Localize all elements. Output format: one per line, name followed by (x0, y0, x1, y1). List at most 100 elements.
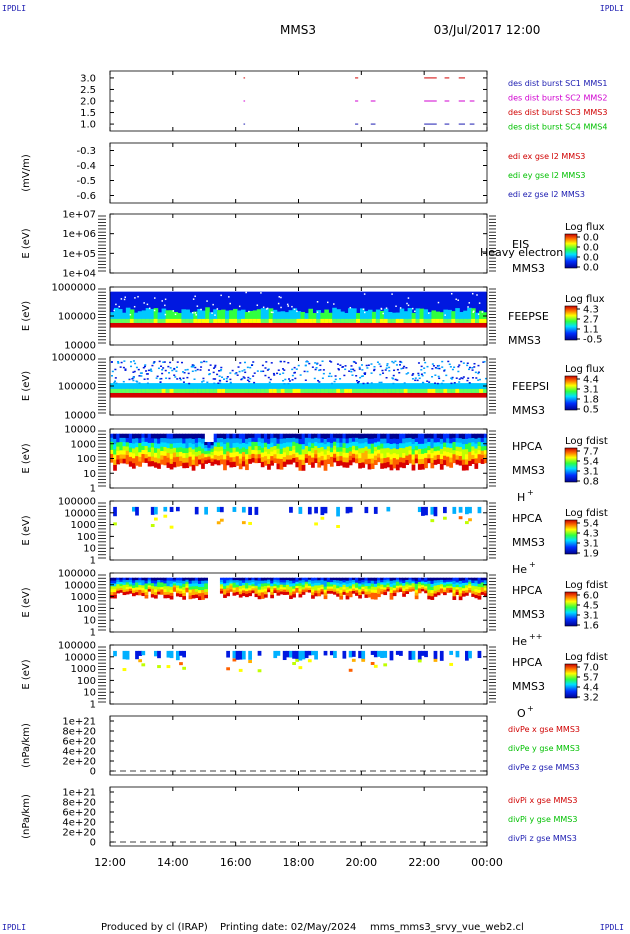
hpca_h-cell (329, 433, 334, 439)
hpca_hepp-cell (339, 595, 344, 600)
hpca_hepp-cell (417, 590, 422, 594)
feepsi-speck (437, 364, 440, 367)
hpca_h-cell (285, 446, 290, 452)
hpca_h-cell (204, 448, 208, 452)
feepsi-speck (168, 377, 171, 380)
hpca_o-cell (361, 650, 366, 661)
hpca_o-cell (166, 665, 171, 669)
feepsi-speck (405, 373, 408, 375)
hpca_o-cell (248, 660, 252, 664)
hpca_h-cell (175, 438, 180, 444)
hpca_h-cell (298, 438, 303, 445)
hpca_h-cell (194, 451, 199, 458)
hpca_h-cell (345, 433, 350, 440)
hpca_he-cell (430, 506, 435, 515)
hpca_hepp-cell (424, 577, 428, 581)
feepse-mid-cell (360, 308, 365, 322)
hpca_hepp-cell (307, 589, 312, 593)
feepse-speck (468, 302, 471, 304)
hpca_hepp-cell (348, 591, 353, 595)
hpca_h-cell (461, 433, 466, 440)
hpca_h-cell (276, 453, 281, 460)
hpca_h-cell (276, 433, 281, 440)
hpca_he-cell (348, 506, 353, 513)
hpca_hepp-cell (235, 577, 240, 581)
hpca_o-cell (348, 650, 353, 658)
hpca_hepp-cell (471, 580, 476, 584)
feepsi-upper-band-cell (153, 388, 159, 393)
hpca_h-cell (191, 438, 196, 445)
hpca_h-cell (386, 462, 391, 468)
hpca_hepp-cell (285, 582, 290, 586)
hpca_hepp-cell (474, 589, 479, 593)
hpca_hepp-cell (197, 583, 202, 588)
feepsi-speck (402, 367, 405, 369)
hpca_hepp-cell (389, 577, 394, 582)
feepse-mid-cell (161, 308, 167, 322)
hpca_o-cell (298, 666, 303, 670)
feepsi-speck (193, 378, 196, 380)
hpca_h-cell (191, 449, 196, 456)
xtick-label: 18:00 (283, 856, 315, 869)
feepsi-speck (279, 360, 282, 363)
hpca_hepp-cell (232, 590, 237, 594)
feepsi-speck (424, 361, 427, 364)
hpca_h-cell (465, 454, 469, 461)
ytick-label: -0.6 (76, 191, 96, 202)
hpca_hepp-cell (458, 593, 463, 598)
hpca_hepp-cell (468, 577, 472, 581)
hpca_o-data (113, 650, 482, 673)
hpca_h-cell (304, 437, 309, 443)
legend-entry: divPe y gse MMS3 (508, 744, 580, 753)
feepse-speck (478, 302, 481, 304)
feepsi-upper-band-cell (292, 388, 298, 393)
hpca_hepp-cell (380, 577, 384, 581)
feepsi-speck (350, 370, 353, 373)
hpca_hepp-cell (110, 580, 114, 585)
hpca_h-cell (267, 453, 271, 460)
feepse-mid-cell (173, 311, 179, 325)
hpca_h-cell (311, 452, 315, 459)
feepse-speck (278, 296, 281, 298)
hpca_hepp-cell (289, 580, 293, 585)
hpca_hepp-cell (377, 580, 381, 584)
hpca_hepp-cell (113, 580, 117, 585)
hpca_hepp-cell (361, 582, 366, 586)
hpca_hepp-cell (342, 589, 347, 593)
hpca_h-cell (273, 450, 278, 455)
feepsi-upper-band-cell (189, 388, 194, 393)
hpca_h-cell (276, 438, 281, 445)
hpca_h-cell (150, 433, 155, 439)
feepsi-speck (236, 374, 239, 376)
feepsi-speck (194, 366, 197, 369)
hpca_h-cell (235, 438, 240, 444)
hpca_h-cell (468, 442, 472, 448)
feepsi-speck (291, 368, 294, 371)
hpca_he-cell (241, 506, 246, 513)
hpca_hepp-cell (477, 583, 482, 588)
feepsi-upper-band-cell (197, 388, 202, 393)
hpca_hepp-cell (408, 589, 413, 592)
hpca_h-cell (421, 443, 425, 450)
hpca_o-cell (292, 662, 296, 666)
hpca_hepp-cell (304, 583, 309, 587)
hpca_hepp-cell (238, 583, 243, 587)
hpca_h-cell (204, 445, 208, 449)
hpca_hepp-cell (452, 580, 457, 585)
hpca_h-cell (373, 451, 378, 457)
hpca_hepp-cell (452, 593, 457, 597)
feepsi-speck (243, 361, 246, 364)
feepse-speck (118, 305, 120, 308)
feepsi-speck (199, 369, 202, 371)
hpca_h-cell (317, 447, 322, 454)
hpca_hepp-cell (436, 580, 441, 584)
hpca_h-cell (474, 433, 479, 440)
hpca_h-cell (125, 437, 130, 443)
feepsi-upper-band-cell (213, 388, 218, 393)
hpca_h-cell (147, 442, 152, 449)
hpca_o-cell (351, 658, 356, 662)
feepsi-speck (360, 364, 363, 366)
